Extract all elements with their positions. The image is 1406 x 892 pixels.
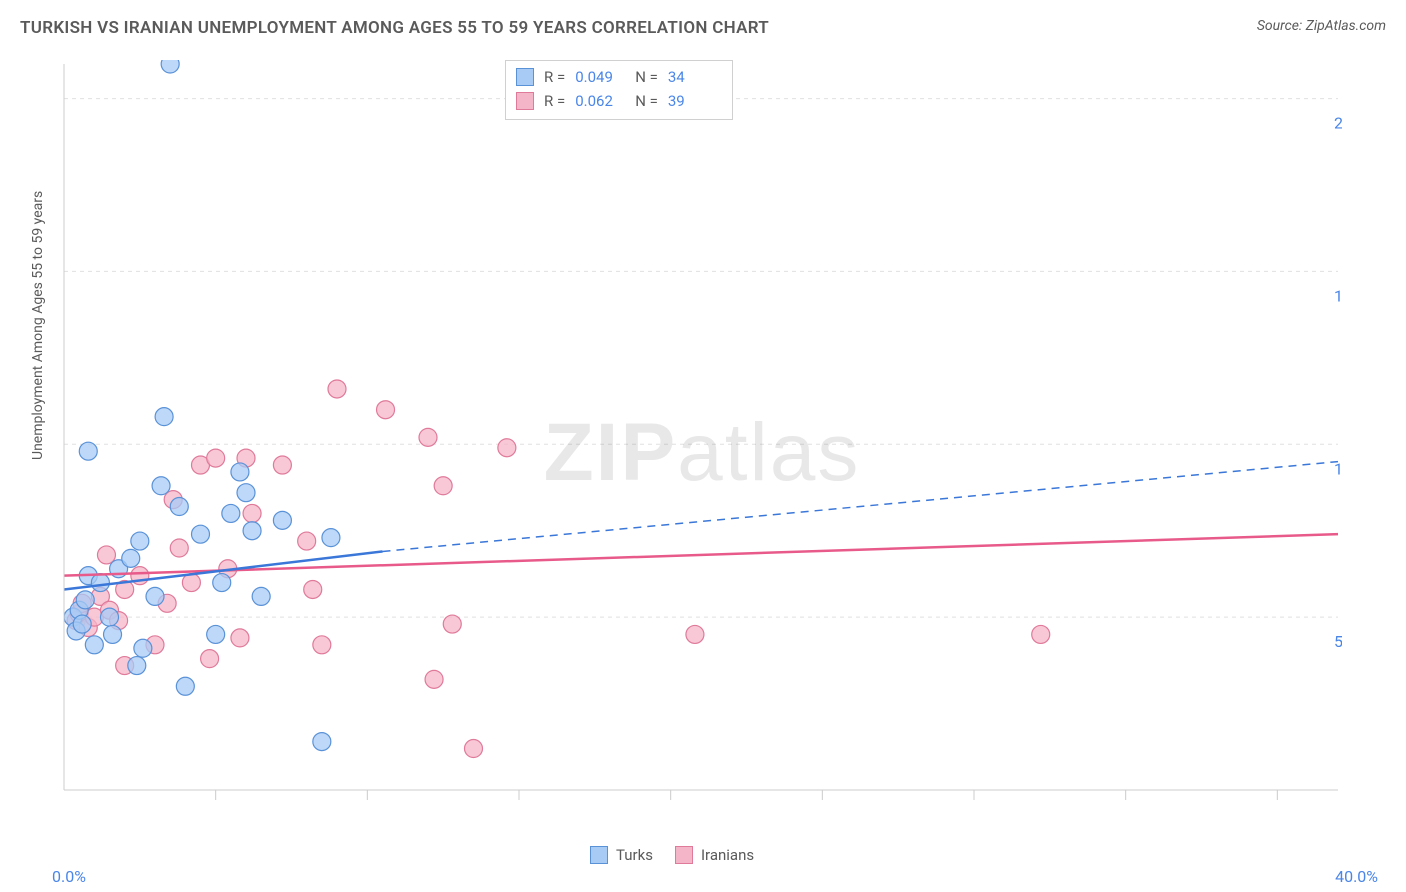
scatter-plot: ZIPatlas 5.0% 10.0% 15.0% 20.0%: [62, 60, 1342, 820]
data-point: [434, 477, 452, 495]
iranians-swatch-icon: [675, 846, 693, 864]
turks-swatch-icon: [590, 846, 608, 864]
data-point: [207, 449, 225, 467]
source-name: ZipAtlas.com: [1306, 18, 1386, 34]
regression-line-iranians: [64, 534, 1338, 575]
turks-n-value: 34: [668, 65, 718, 89]
data-point: [686, 625, 704, 643]
data-point: [201, 650, 219, 668]
data-point: [161, 60, 179, 73]
data-point: [222, 504, 240, 522]
chart-title: TURKISH VS IRANIAN UNEMPLOYMENT AMONG AG…: [20, 18, 769, 38]
r-label: R =: [544, 89, 565, 113]
data-point: [1032, 625, 1050, 643]
r-label: R =: [544, 65, 565, 89]
data-point: [128, 657, 146, 675]
data-point: [231, 463, 249, 481]
legend-row-turks: R = 0.049 N = 34: [516, 65, 718, 89]
data-point: [213, 574, 231, 592]
turks-swatch-icon: [516, 68, 534, 86]
legend-label: Iranians: [701, 846, 754, 864]
data-point: [298, 532, 316, 550]
data-point: [85, 636, 103, 654]
n-label: N =: [635, 89, 658, 113]
data-point: [237, 484, 255, 502]
data-point: [76, 591, 94, 609]
x-axis-min-label: 0.0%: [52, 867, 86, 886]
data-point: [313, 733, 331, 751]
data-point: [328, 380, 346, 398]
data-point: [170, 498, 188, 516]
svg-text:5.0%: 5.0%: [1334, 632, 1342, 651]
data-point: [419, 428, 437, 446]
svg-text:10.0%: 10.0%: [1334, 459, 1342, 478]
data-point: [243, 522, 261, 540]
y-axis-label: Unemployment Among Ages 55 to 59 years: [30, 191, 46, 460]
data-point: [252, 587, 270, 605]
data-point: [73, 615, 91, 633]
data-point: [443, 615, 461, 633]
data-point: [498, 439, 516, 457]
data-point: [273, 456, 291, 474]
data-point: [304, 580, 322, 598]
iranians-swatch-icon: [516, 92, 534, 110]
chart-source: Source: ZipAtlas.com: [1257, 18, 1386, 34]
svg-text:20.0%: 20.0%: [1334, 114, 1342, 133]
data-point: [192, 525, 210, 543]
data-point: [134, 639, 152, 657]
data-point: [176, 677, 194, 695]
watermark: ZIPatlas: [544, 407, 861, 498]
svg-text:15.0%: 15.0%: [1334, 286, 1342, 305]
data-point: [122, 549, 140, 567]
data-point: [322, 529, 340, 547]
n-label: N =: [635, 65, 658, 89]
correlation-legend: R = 0.049 N = 34 R = 0.062 N = 39: [505, 60, 733, 120]
x-axis-max-label: 40.0%: [1335, 867, 1378, 886]
data-point: [104, 625, 122, 643]
data-point: [465, 740, 483, 758]
data-point: [146, 587, 164, 605]
data-point: [91, 574, 109, 592]
data-point: [207, 625, 225, 643]
data-point: [273, 511, 291, 529]
series-legend: Turks Iranians: [590, 846, 754, 864]
data-point: [79, 442, 97, 460]
legend-row-iranians: R = 0.062 N = 39: [516, 89, 718, 113]
data-point: [170, 539, 188, 557]
iranians-n-value: 39: [668, 89, 718, 113]
chart-area: Unemployment Among Ages 55 to 59 years Z…: [50, 60, 1390, 850]
data-point: [243, 504, 261, 522]
data-point: [377, 401, 395, 419]
legend-label: Turks: [616, 846, 653, 864]
data-point: [131, 532, 149, 550]
data-point: [313, 636, 331, 654]
data-point: [425, 670, 443, 688]
iranians-r-value: 0.062: [575, 89, 625, 113]
data-point: [231, 629, 249, 647]
legend-item-turks: Turks: [590, 846, 653, 864]
turks-r-value: 0.049: [575, 65, 625, 89]
data-point: [155, 408, 173, 426]
legend-item-iranians: Iranians: [675, 846, 754, 864]
data-point: [152, 477, 170, 495]
source-prefix: Source:: [1257, 18, 1306, 34]
data-point: [101, 608, 119, 626]
